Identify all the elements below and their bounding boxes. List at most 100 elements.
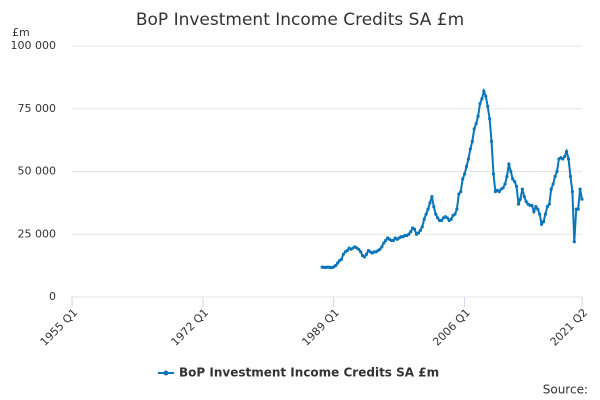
point xyxy=(439,218,444,223)
point xyxy=(566,157,571,161)
point xyxy=(472,127,476,131)
point xyxy=(534,205,538,209)
point xyxy=(520,187,524,191)
point xyxy=(570,189,574,194)
point xyxy=(345,248,349,253)
point xyxy=(478,102,482,106)
point xyxy=(480,97,484,101)
y-tick-label: 100 000 xyxy=(11,39,57,52)
point xyxy=(455,207,459,211)
point xyxy=(580,197,584,201)
chart-title: BoP Investment Income Credits SA £m xyxy=(136,10,464,30)
point xyxy=(420,225,424,229)
source: Source: xyxy=(543,383,588,397)
point xyxy=(426,207,430,211)
point xyxy=(524,200,528,204)
point xyxy=(382,241,386,245)
point xyxy=(466,157,471,161)
point xyxy=(538,212,542,216)
point xyxy=(362,255,367,259)
point xyxy=(364,252,369,256)
point xyxy=(522,195,526,199)
y-tick-label: 0 xyxy=(49,290,56,303)
point xyxy=(563,154,567,159)
point xyxy=(468,147,472,151)
y-tick-label: 75 000 xyxy=(18,102,57,115)
legend-label: BoP Investment Income Credits SA £m xyxy=(179,366,439,380)
point xyxy=(507,162,511,166)
point xyxy=(513,179,517,184)
point xyxy=(539,222,544,226)
x-tick-label: 2021 Q2 xyxy=(548,306,591,349)
point xyxy=(378,247,382,251)
point xyxy=(532,210,536,214)
point xyxy=(555,169,559,174)
point xyxy=(565,149,569,154)
point xyxy=(334,264,338,268)
point xyxy=(486,104,490,108)
point xyxy=(335,261,340,265)
point xyxy=(459,189,463,194)
point xyxy=(453,212,457,216)
point xyxy=(339,257,344,261)
point xyxy=(545,205,549,209)
y-tick-label: 50 000 xyxy=(18,165,57,178)
point xyxy=(359,250,363,254)
point xyxy=(543,212,548,216)
point xyxy=(509,169,513,174)
point xyxy=(547,202,551,206)
point xyxy=(357,247,361,251)
point xyxy=(488,117,492,121)
point xyxy=(341,252,345,256)
x-tick-label: 2006 Q1 xyxy=(430,306,473,349)
point xyxy=(422,217,426,221)
point xyxy=(497,189,501,194)
point xyxy=(503,182,507,186)
point xyxy=(463,172,467,176)
point xyxy=(491,172,496,176)
point xyxy=(457,192,461,196)
point xyxy=(518,197,523,201)
point xyxy=(536,207,540,211)
point xyxy=(489,139,494,143)
point xyxy=(572,240,576,244)
point xyxy=(551,182,555,186)
point xyxy=(449,217,453,221)
point xyxy=(484,94,488,98)
x-tick-label: 1972 Q1 xyxy=(169,306,212,349)
point xyxy=(470,139,474,143)
point xyxy=(428,201,432,205)
point xyxy=(418,228,422,233)
point xyxy=(541,220,546,224)
point xyxy=(384,238,388,243)
point xyxy=(476,114,480,118)
y-tick-label: 25 000 xyxy=(18,227,57,240)
point xyxy=(380,245,384,249)
point xyxy=(407,232,411,236)
point xyxy=(511,177,515,181)
point xyxy=(445,216,449,220)
point xyxy=(530,203,534,207)
point xyxy=(553,174,557,179)
point xyxy=(430,195,434,199)
point xyxy=(416,231,421,235)
point xyxy=(482,89,486,93)
point xyxy=(412,227,417,231)
point xyxy=(391,238,395,243)
x-tick-label: 1989 Q1 xyxy=(299,306,342,349)
point xyxy=(501,186,505,190)
point xyxy=(516,202,521,206)
point xyxy=(464,164,469,169)
point xyxy=(549,187,553,191)
point xyxy=(474,122,478,126)
y-axis-label: £m xyxy=(12,26,30,39)
line xyxy=(322,87,583,269)
point xyxy=(434,212,438,216)
point xyxy=(576,207,580,211)
legend-marker xyxy=(163,370,169,376)
point xyxy=(561,157,565,161)
point xyxy=(514,184,519,189)
point xyxy=(568,174,573,179)
point xyxy=(424,212,428,216)
